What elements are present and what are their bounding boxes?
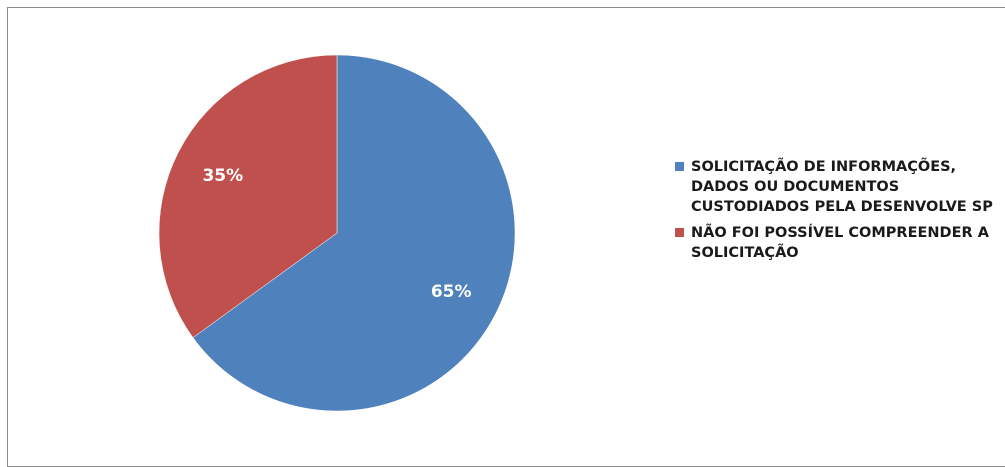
legend-label-solicitacao-informacoes: SOLICITAÇÃO DE INFORMAÇÕES, DADOS OU DOC… — [691, 159, 993, 215]
legend-label-nao-compreendida: NÃO FOI POSSÍVEL COMPREENDER A SOLICITAÇ… — [691, 225, 989, 261]
legend-item-solicitacao-informacoes: SOLICITAÇÃO DE INFORMAÇÕES, DADOS OU DOC… — [675, 157, 1005, 217]
pie-slice-nao-compreendida — [158, 54, 338, 338]
legend-item-nao-compreendida: NÃO FOI POSSÍVEL COMPREENDER A SOLICITAÇ… — [675, 223, 1005, 263]
legend: SOLICITAÇÃO DE INFORMAÇÕES, DADOS OU DOC… — [675, 157, 1005, 269]
legend-swatch-nao-compreendida — [675, 228, 684, 237]
data-label-solicitacao-informacoes: 65% — [431, 282, 472, 302]
legend-swatch-solicitacao-informacoes — [675, 162, 684, 171]
pie-slice-solicitacao-informacoes — [192, 54, 516, 412]
data-label-nao-compreendida: 35% — [202, 166, 243, 186]
pie-chart: 65% 35% — [158, 54, 516, 412]
